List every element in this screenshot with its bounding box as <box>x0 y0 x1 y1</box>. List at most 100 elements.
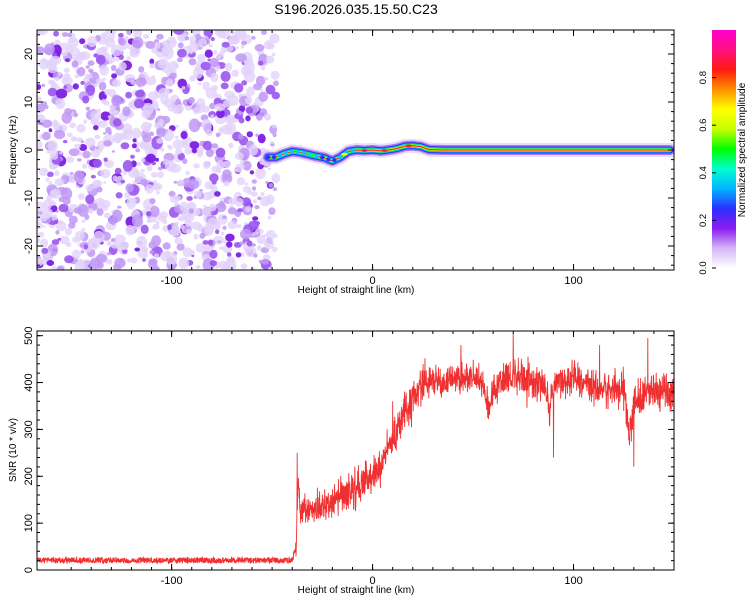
noise-blob <box>103 157 108 162</box>
noise-blob <box>271 52 276 57</box>
noise-blob <box>58 71 62 76</box>
noise-blob <box>126 258 132 263</box>
noise-blob <box>122 160 133 172</box>
noise-blob <box>256 234 266 245</box>
noise-blob <box>73 112 79 118</box>
noise-blob <box>253 235 257 238</box>
noise-blob <box>155 191 160 195</box>
noise-blob <box>251 243 256 247</box>
noise-blob <box>265 55 275 64</box>
noise-blob <box>214 103 226 112</box>
noise-blob <box>67 36 79 49</box>
noise-blob <box>183 32 188 37</box>
noise-blob <box>112 110 120 116</box>
noise-blob <box>75 185 80 189</box>
noise-blob <box>120 179 126 184</box>
noise-blob <box>46 171 54 177</box>
noise-blob <box>244 97 252 105</box>
noise-blob <box>177 179 185 186</box>
noise-blob <box>91 118 97 123</box>
noise-blob <box>69 122 77 129</box>
spectrogram-ytick-label: 0 <box>23 147 35 153</box>
noise-blob <box>196 98 206 109</box>
noise-blob <box>241 80 248 86</box>
noise-blob <box>99 65 109 76</box>
noise-blob <box>198 82 202 86</box>
noise-blob <box>255 167 266 180</box>
noise-blob <box>50 154 59 160</box>
noise-blob <box>64 227 72 236</box>
noise-blob <box>100 46 108 52</box>
noise-blob <box>169 163 182 173</box>
snr-xtick-label: -100 <box>161 575 183 587</box>
noise-blob <box>162 40 172 47</box>
noise-blob <box>221 41 230 48</box>
noise-blob <box>234 83 244 93</box>
noise-blob <box>208 43 213 48</box>
noise-blob <box>271 91 280 100</box>
noise-blob <box>228 142 234 149</box>
noise-blob <box>61 32 69 37</box>
noise-blob <box>95 253 107 263</box>
noise-blob <box>74 143 81 149</box>
noise-blob <box>207 239 214 246</box>
snr-series-line <box>37 333 674 565</box>
noise-blob <box>203 204 208 209</box>
noise-blob <box>213 49 218 55</box>
noise-blob <box>114 257 126 269</box>
noise-blob <box>112 209 123 222</box>
noise-blob <box>66 132 73 137</box>
noise-blob <box>140 224 149 234</box>
noise-blob <box>260 192 265 197</box>
noise-blob <box>197 121 203 127</box>
noise-blob <box>157 166 163 171</box>
noise-blob <box>80 80 85 85</box>
noise-blob <box>193 67 204 79</box>
noise-blob <box>110 242 119 249</box>
noise-blob <box>210 37 215 41</box>
noise-blob <box>148 122 153 128</box>
noise-blob <box>95 54 106 65</box>
snr-xtick-label: 100 <box>564 575 582 587</box>
snr-ylabel: SNR (10 * v/v) <box>8 418 19 482</box>
noise-blob <box>202 161 211 169</box>
snr-ytick-label: 500 <box>23 327 35 345</box>
noise-blob <box>209 102 216 110</box>
noise-blob <box>240 228 252 240</box>
noise-blob <box>131 127 142 139</box>
noise-blob <box>81 228 86 232</box>
noise-blob <box>49 80 56 86</box>
noise-blob <box>267 167 271 171</box>
noise-blob <box>88 208 94 214</box>
noise-blob <box>93 125 99 131</box>
noise-blob <box>100 168 111 179</box>
noise-blob <box>111 44 123 57</box>
noise-blob <box>223 99 232 108</box>
noise-blob <box>120 142 130 150</box>
noise-blob <box>163 99 174 108</box>
noise-blob <box>209 173 219 183</box>
noise-blob <box>55 230 60 235</box>
noise-blob <box>176 243 185 251</box>
noise-blob <box>175 148 183 155</box>
noise-blob <box>96 207 104 216</box>
noise-blob <box>103 160 115 168</box>
noise-blob <box>131 214 143 228</box>
noise-blob <box>51 214 58 222</box>
noise-blob <box>162 159 170 165</box>
noise-blob <box>47 87 58 97</box>
noise-blob <box>107 115 112 119</box>
noise-blob <box>210 114 215 119</box>
noise-blob <box>37 84 42 90</box>
noise-blob <box>223 160 231 168</box>
noise-blob <box>145 153 156 163</box>
noise-blob <box>179 224 185 230</box>
noise-blob <box>257 196 262 201</box>
noise-blob <box>197 53 207 63</box>
noise-blob <box>151 265 161 270</box>
noise-blob <box>140 168 145 173</box>
ridge-blob <box>320 155 325 160</box>
noise-blob <box>223 180 230 187</box>
noise-blob <box>174 135 179 139</box>
